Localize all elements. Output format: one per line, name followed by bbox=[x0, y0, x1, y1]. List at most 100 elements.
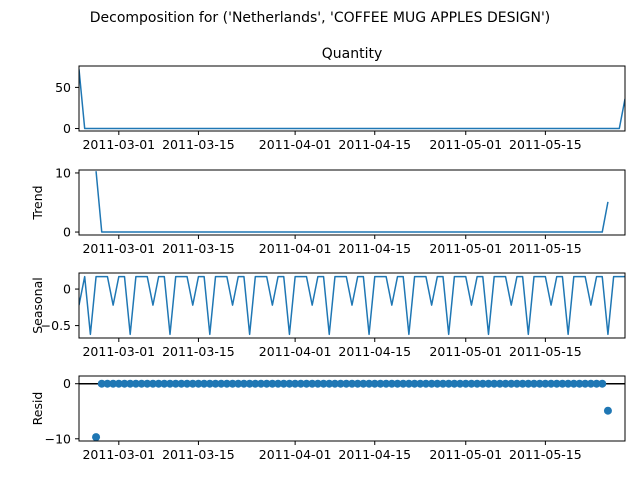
data-point bbox=[137, 379, 146, 388]
x-tick-label: 2011-05-15 bbox=[509, 447, 582, 462]
y-tick-label: 0 bbox=[63, 282, 71, 297]
x-tick-label: 2011-05-01 bbox=[429, 447, 502, 462]
x-tick-label: 2011-05-15 bbox=[509, 344, 582, 359]
data-point bbox=[285, 379, 294, 388]
data-point bbox=[131, 379, 140, 388]
data-point bbox=[348, 379, 356, 388]
x-tick-label: 2011-05-01 bbox=[429, 344, 502, 359]
data-point bbox=[564, 379, 573, 388]
y-axis-label: Trend bbox=[30, 185, 45, 220]
data-point bbox=[245, 379, 254, 388]
data-point bbox=[336, 379, 345, 388]
data-point bbox=[359, 379, 368, 388]
data-layer bbox=[79, 69, 625, 130]
data-point bbox=[177, 379, 186, 388]
data-point bbox=[160, 379, 169, 388]
data-point bbox=[387, 379, 396, 388]
data-point bbox=[313, 379, 322, 388]
x-tick-label: 2011-05-15 bbox=[509, 137, 582, 152]
data-point bbox=[524, 379, 533, 388]
y-tick-label: 50 bbox=[55, 80, 71, 95]
panel-quantity: Quantity 0 50 2011-03-01 2011-03-15 2011-04-0… bbox=[55, 46, 626, 152]
data-point bbox=[541, 379, 550, 388]
x-tick-label: 2011-04-15 bbox=[338, 447, 411, 462]
x-tick-label: 2011-03-15 bbox=[162, 241, 235, 256]
axes-frame bbox=[78, 169, 626, 236]
data-point bbox=[143, 379, 152, 388]
x-tick-label: 2011-03-15 bbox=[162, 344, 235, 359]
data-point bbox=[330, 379, 339, 388]
x-tick-label: 2011-04-01 bbox=[259, 241, 332, 256]
data-point bbox=[501, 379, 510, 388]
y-tick-label: 0 bbox=[63, 121, 71, 136]
data-point bbox=[353, 379, 362, 388]
x-tick-label: 2011-04-15 bbox=[338, 241, 411, 256]
data-point bbox=[319, 379, 328, 388]
data-point bbox=[211, 379, 220, 388]
x-tick-label: 2011-04-01 bbox=[259, 344, 332, 359]
y-tick-label: 0 bbox=[63, 376, 71, 391]
data-point bbox=[205, 379, 214, 388]
data-point bbox=[302, 379, 311, 388]
data-point bbox=[473, 379, 482, 388]
data-point bbox=[467, 379, 476, 388]
data-point bbox=[109, 379, 118, 388]
data-point bbox=[365, 379, 374, 388]
data-point bbox=[308, 379, 317, 388]
panel-title: Quantity bbox=[322, 46, 383, 62]
data-point bbox=[251, 379, 260, 388]
data-point bbox=[399, 379, 408, 388]
data-point bbox=[603, 406, 612, 415]
data-point bbox=[439, 379, 447, 388]
y-tick-label: 10 bbox=[55, 165, 71, 180]
axes-frame bbox=[78, 65, 626, 132]
y-axis-label: Seasonal bbox=[30, 277, 45, 334]
data-point bbox=[183, 379, 192, 388]
x-tick-label: 2011-05-15 bbox=[509, 241, 582, 256]
data-point bbox=[586, 379, 595, 388]
panel-seasonal: Seasonal 0 −0.5 2011-03-01 2011-03-15 2011-04… bbox=[30, 272, 626, 359]
data-point bbox=[535, 379, 544, 388]
x-tick-label: 2011-03-01 bbox=[82, 137, 155, 152]
data-point bbox=[410, 379, 419, 388]
data-point bbox=[188, 379, 197, 388]
data-point bbox=[370, 379, 379, 388]
data-point bbox=[148, 379, 157, 388]
x-tick-label: 2011-05-01 bbox=[429, 241, 502, 256]
x-tick-label: 2011-04-15 bbox=[338, 344, 411, 359]
data-point bbox=[552, 379, 561, 388]
series-line bbox=[95, 171, 609, 233]
x-tick-label: 2011-04-01 bbox=[259, 137, 332, 152]
data-point bbox=[194, 379, 203, 388]
x-tick-label: 2011-03-15 bbox=[162, 447, 235, 462]
panel-trend: Trend 0 10 2011-03-01 2011-03-15 2011-04-01 20… bbox=[30, 165, 626, 256]
data-point bbox=[490, 379, 499, 388]
data-point bbox=[592, 379, 601, 388]
data-point bbox=[569, 379, 578, 388]
x-tick-label: 2011-03-01 bbox=[82, 447, 155, 462]
series-line bbox=[79, 275, 625, 336]
data-point bbox=[450, 379, 459, 388]
data-point bbox=[325, 379, 334, 388]
data-point bbox=[507, 379, 516, 388]
data-point bbox=[518, 379, 527, 388]
data-layer bbox=[79, 379, 625, 441]
data-point bbox=[421, 379, 430, 388]
data-point bbox=[228, 379, 237, 388]
axes-frame bbox=[78, 375, 626, 442]
y-tick-label: −10 bbox=[45, 431, 71, 446]
data-point bbox=[257, 379, 265, 388]
y-tick-label: −0.5 bbox=[41, 318, 71, 333]
data-point bbox=[530, 379, 538, 388]
data-point bbox=[598, 379, 607, 388]
data-point bbox=[461, 379, 470, 388]
data-point bbox=[404, 379, 413, 388]
x-tick-label: 2011-03-15 bbox=[162, 137, 235, 152]
data-layer bbox=[95, 171, 609, 233]
panel-resid: Resid 0 −10 2011-03-01 2011-03-15 2011-04-01 2… bbox=[30, 375, 626, 462]
x-tick-label: 2011-04-15 bbox=[338, 137, 411, 152]
data-point bbox=[495, 379, 504, 388]
data-point bbox=[166, 379, 174, 388]
series-line bbox=[79, 69, 625, 130]
data-point bbox=[222, 379, 231, 388]
